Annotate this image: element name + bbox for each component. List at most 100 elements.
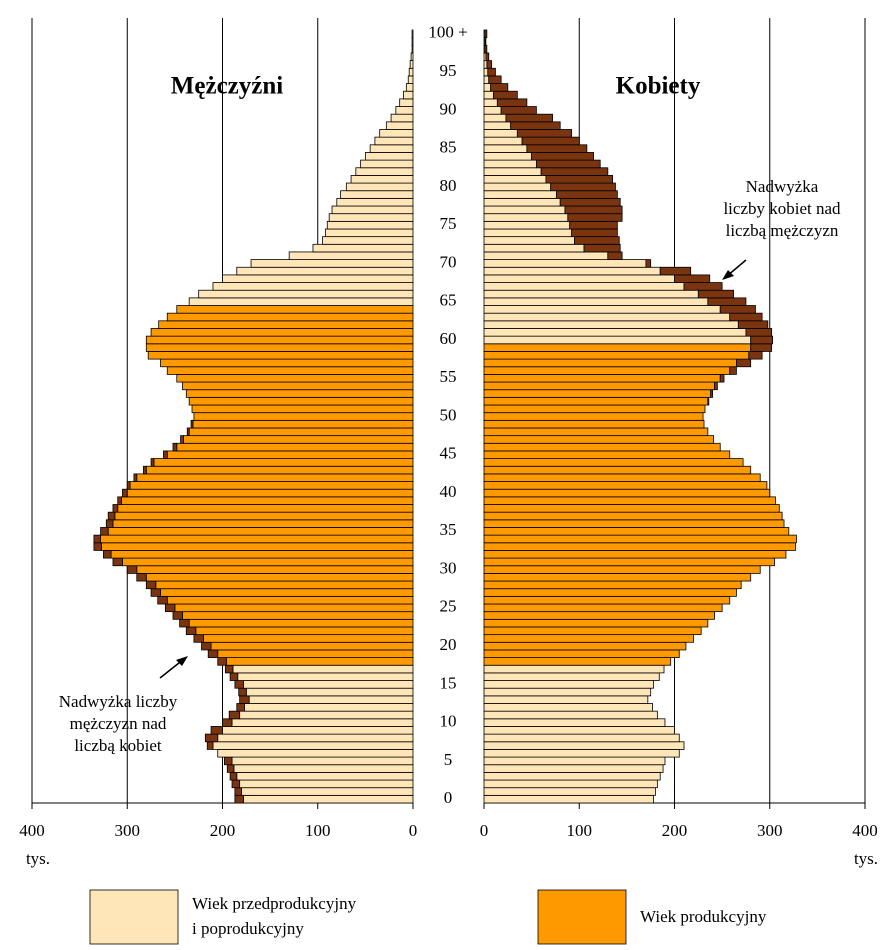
surplus-bar <box>574 236 620 245</box>
bar <box>121 496 414 505</box>
bar <box>236 266 414 276</box>
x-tick-label: 200 <box>210 821 236 840</box>
bar <box>483 718 666 727</box>
surplus-bar <box>555 190 618 199</box>
bar <box>483 626 702 636</box>
bar <box>483 618 709 628</box>
bar <box>409 60 414 69</box>
bar <box>483 129 518 138</box>
bar <box>483 243 585 253</box>
age-label: 30 <box>440 558 457 577</box>
surplus-bar <box>714 381 718 391</box>
bar <box>166 450 414 459</box>
surplus-bar <box>234 794 244 804</box>
surplus-bar <box>239 695 250 704</box>
bar <box>166 366 414 375</box>
bar <box>114 511 414 521</box>
bar <box>483 550 787 559</box>
bar <box>126 488 414 498</box>
surplus-bar <box>493 90 518 100</box>
surplus-bar <box>745 328 773 337</box>
age-label: 0 <box>444 788 453 807</box>
bar <box>483 389 712 398</box>
surplus-bar <box>488 75 502 84</box>
surplus-bar <box>143 465 147 475</box>
bar <box>101 542 414 551</box>
bar <box>182 381 414 391</box>
x-tick-label: 300 <box>757 821 783 840</box>
bar <box>407 75 414 84</box>
surplus-bar <box>93 542 102 551</box>
annotation: liczby kobiet nad <box>723 199 841 218</box>
bar <box>483 557 775 567</box>
surplus-bar <box>750 343 773 352</box>
bar <box>483 190 557 199</box>
bar <box>483 572 752 582</box>
bar <box>350 175 414 184</box>
surplus-bar <box>112 504 119 513</box>
surplus-bar <box>531 152 594 161</box>
bar <box>403 90 414 100</box>
surplus-bar <box>569 220 618 230</box>
bar <box>236 771 414 781</box>
surplus-bar <box>231 779 241 789</box>
bar <box>483 113 507 123</box>
bar <box>483 335 752 345</box>
bar <box>483 534 797 544</box>
bar <box>312 243 414 253</box>
bar <box>145 343 414 352</box>
bar <box>483 159 537 169</box>
bar <box>483 488 771 498</box>
bar <box>385 121 414 130</box>
bar <box>483 144 528 153</box>
age-label: 45 <box>440 444 457 463</box>
surplus-bar <box>217 657 227 666</box>
surplus-bar <box>234 680 244 689</box>
surplus-bar <box>697 289 734 299</box>
surplus-bar <box>238 687 247 697</box>
surplus-bar <box>607 251 623 261</box>
bar <box>176 374 414 383</box>
bar <box>483 588 737 597</box>
bar <box>483 703 653 712</box>
surplus-bar <box>179 618 190 628</box>
surplus-bar <box>487 67 496 77</box>
annotation: liczbą mężczyzn <box>726 221 839 240</box>
bar <box>160 588 414 597</box>
bar <box>483 205 566 215</box>
bar <box>411 44 414 54</box>
bar <box>483 634 694 643</box>
bar <box>231 718 414 727</box>
age-label: 25 <box>440 597 457 616</box>
bar <box>360 159 414 169</box>
surplus-bar <box>93 534 101 544</box>
surplus-bar <box>729 366 737 375</box>
bar <box>122 557 414 567</box>
surplus-bar <box>172 442 178 452</box>
surplus-bar <box>145 580 157 590</box>
surplus-bar <box>103 550 112 559</box>
bar <box>410 52 414 62</box>
bar <box>483 764 664 773</box>
surplus-bar <box>719 305 756 314</box>
surplus-bar <box>737 320 769 329</box>
bar <box>328 213 414 222</box>
surplus-bar <box>710 389 714 398</box>
bar <box>136 565 414 574</box>
bar <box>483 351 750 360</box>
x-tick-label: 200 <box>662 821 688 840</box>
axis-unit: tys. <box>26 849 50 868</box>
bar <box>239 779 414 789</box>
age-label: 35 <box>440 520 457 539</box>
age-label: 55 <box>440 367 457 386</box>
bar <box>483 672 660 681</box>
bar <box>222 274 414 283</box>
axis-unit: tys. <box>854 849 878 868</box>
panel-label: Kobiety <box>616 73 701 100</box>
bar <box>483 771 661 781</box>
legend-swatch <box>537 889 627 945</box>
bar <box>369 144 414 153</box>
surplus-bar <box>583 243 621 253</box>
legend-label: i poprodukcyjny <box>192 919 304 938</box>
